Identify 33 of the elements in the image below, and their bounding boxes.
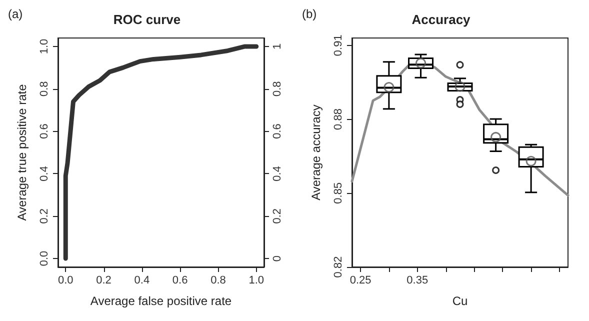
text: (b) (302, 7, 317, 21)
y-tick-label: 0.4 (38, 166, 50, 182)
y-axis-title: Average true positive rate (15, 84, 29, 221)
y-tick-label: 0.0 (38, 250, 50, 266)
y2-tick-label: 1 (272, 43, 284, 50)
x-axis-title: Average false positive rate (90, 294, 232, 308)
y-tick-label: 0.2 (38, 208, 50, 224)
chart-title: ROC curve (113, 12, 181, 27)
y2-tick-label: 0.2 (272, 208, 284, 224)
line-series (63, 44, 259, 261)
y-tick-label: 0.91 (332, 34, 344, 56)
y-tick-label: 0.85 (332, 182, 344, 204)
x-tick-label: 1.0 (248, 274, 264, 286)
y-tick-label: 0.82 (332, 256, 344, 278)
y-tick-label: 0.8 (38, 81, 50, 97)
x-tick-label: 0.4 (134, 274, 150, 286)
y2-tick-label: 0.8 (272, 81, 284, 97)
x-tick-label: 0.25 (350, 274, 372, 286)
y-tick-label: 0.6 (38, 124, 50, 139)
x-tick-label: 0.0 (58, 274, 74, 286)
y-tick-label: 0.88 (332, 108, 344, 130)
x-axis-title: Cu (452, 294, 468, 308)
y2-tick-label: 0 (272, 255, 284, 262)
y2-tick-label: 0.4 (272, 166, 284, 182)
y2-tick-label: 0.6 (272, 124, 284, 139)
x-tick-label: 0.8 (210, 274, 226, 286)
text: (a) (8, 7, 23, 21)
y-tick-label: 1.0 (38, 38, 50, 54)
chart-title: Accuracy (412, 12, 472, 27)
x-tick-label: 0.6 (172, 274, 188, 286)
y-axis-title: Average accuracy (309, 104, 323, 200)
x-tick-label: 0.35 (406, 274, 428, 286)
x-tick-label: 0.2 (96, 274, 112, 286)
